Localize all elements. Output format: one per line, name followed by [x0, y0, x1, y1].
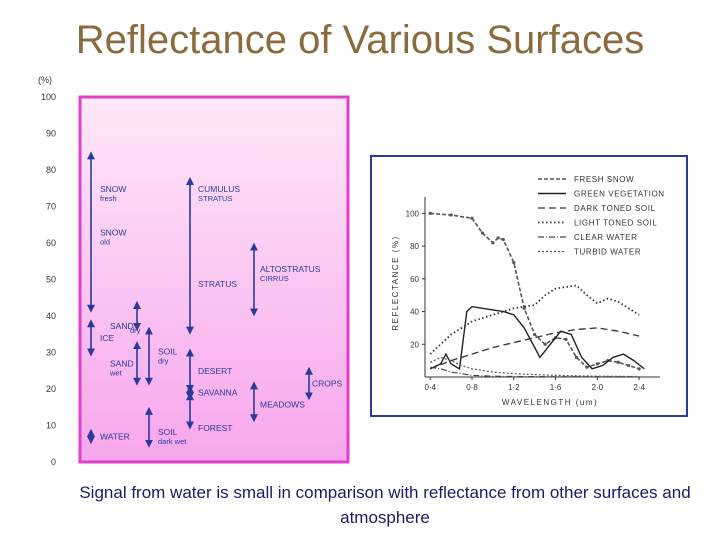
series-point — [627, 363, 631, 368]
range-label: MEADOWS — [260, 399, 305, 409]
series-point — [543, 342, 547, 346]
series-point — [585, 365, 589, 369]
left-ytick-label: 80 — [46, 165, 56, 175]
right-xtick-label: 0·8 — [466, 383, 478, 392]
series-point — [533, 332, 537, 337]
right-ytick-label: 100 — [406, 209, 420, 218]
range-label: WATER — [100, 431, 130, 441]
series-line-4 — [430, 366, 640, 378]
legend-label: DARK TONED SOIL — [574, 204, 656, 213]
right-ytick-label: 20 — [410, 340, 419, 349]
series-point — [428, 211, 432, 215]
series-point — [595, 362, 599, 366]
range-label: SOIL — [158, 427, 178, 437]
range-label: SNOW — [100, 228, 126, 238]
series-point — [522, 306, 526, 310]
range-sublabel: dry — [158, 357, 169, 366]
left-ytick-label: 50 — [46, 275, 56, 285]
series-point — [574, 355, 579, 359]
left-ytick-label: 90 — [46, 129, 56, 139]
left-ytick-label: 60 — [46, 238, 56, 248]
right-xtick-label: 0·4 — [424, 383, 436, 392]
right-ytick-label: 60 — [410, 275, 419, 284]
left-ytick-label: 10 — [46, 421, 56, 431]
legend-label: GREEN VEGETATION — [574, 190, 665, 199]
left-chart-y-unit: (%) — [38, 75, 52, 85]
right-xtick-label: 2·0 — [592, 383, 604, 392]
legend-label: TURBID WATER — [574, 248, 641, 257]
range-sublabel: CIRRUS — [260, 274, 289, 283]
range-label: SNOW — [100, 184, 126, 194]
legend-label: FRESH SNOW — [574, 175, 634, 184]
range-label: DESERT — [198, 366, 232, 376]
left-ytick-label: 70 — [46, 202, 56, 212]
series-point — [616, 360, 620, 364]
range-sublabel: old — [100, 238, 110, 247]
right-chart-frame — [370, 155, 688, 417]
series-point — [637, 367, 641, 371]
range-label: SAND — [110, 358, 134, 368]
range-label: ALTOSTRATUS — [260, 264, 321, 274]
right-xtick-label: 2·4 — [633, 383, 645, 392]
range-sublabel: STRATUS — [198, 194, 232, 203]
right-chart-xlabel: WAVELENGTH (um) — [502, 398, 598, 407]
right-ytick-label: 80 — [410, 242, 419, 251]
left-ytick-label: 100 — [41, 92, 56, 102]
legend-label: LIGHT TONED SOIL — [574, 219, 657, 228]
right-ytick-label: 40 — [410, 308, 419, 317]
series-line-3 — [429, 284, 640, 355]
range-label: SOIL — [158, 347, 178, 357]
left-ytick-label: 40 — [46, 311, 56, 321]
left-ytick-label: 0 — [51, 457, 56, 467]
series-point — [564, 337, 568, 341]
range-sublabel: fresh — [100, 194, 117, 203]
range-sublabel: dry — [130, 326, 141, 335]
range-sublabel: wet — [109, 368, 123, 377]
range-label: CUMULUS — [198, 184, 240, 194]
right-xtick-label: 1·6 — [550, 383, 562, 392]
legend-label: CLEAR WATER — [574, 233, 638, 242]
left-chart-plot-area — [78, 95, 350, 464]
series-line-5 — [429, 356, 640, 378]
range-sublabel: dark wet — [158, 437, 187, 446]
series-point — [512, 260, 516, 265]
series-line-2 — [429, 327, 640, 370]
range-label: SAND — [110, 321, 134, 331]
series-point — [480, 231, 485, 235]
series-line-0 — [430, 212, 640, 370]
range-label: ICE — [100, 333, 115, 343]
series-point — [470, 216, 474, 220]
left-ytick-label: 20 — [46, 384, 56, 394]
left-ytick-label: 30 — [46, 348, 56, 358]
range-label: STRATUS — [198, 279, 237, 289]
range-label: CROPS — [312, 379, 343, 389]
series-point — [501, 237, 505, 242]
series-point — [496, 236, 500, 240]
spectral-reflectance-chart: REFLECTANCE (%) WAVELENGTH (um) 0·4 0·8 1·… — [370, 155, 688, 417]
slide-title: Reflectance of Various Surfaces — [75, 18, 645, 62]
series-point — [449, 213, 453, 217]
range-label: FOREST — [198, 423, 232, 433]
series-point — [491, 241, 495, 245]
slide-caption: Signal from water is small in comparison… — [79, 483, 691, 527]
right-xtick-label: 1·2 — [508, 383, 520, 392]
right-chart-ylabel: REFLECTANCE (%) — [391, 235, 400, 330]
series-line-1 — [429, 305, 645, 370]
range-label: SAVANNA — [198, 388, 238, 398]
